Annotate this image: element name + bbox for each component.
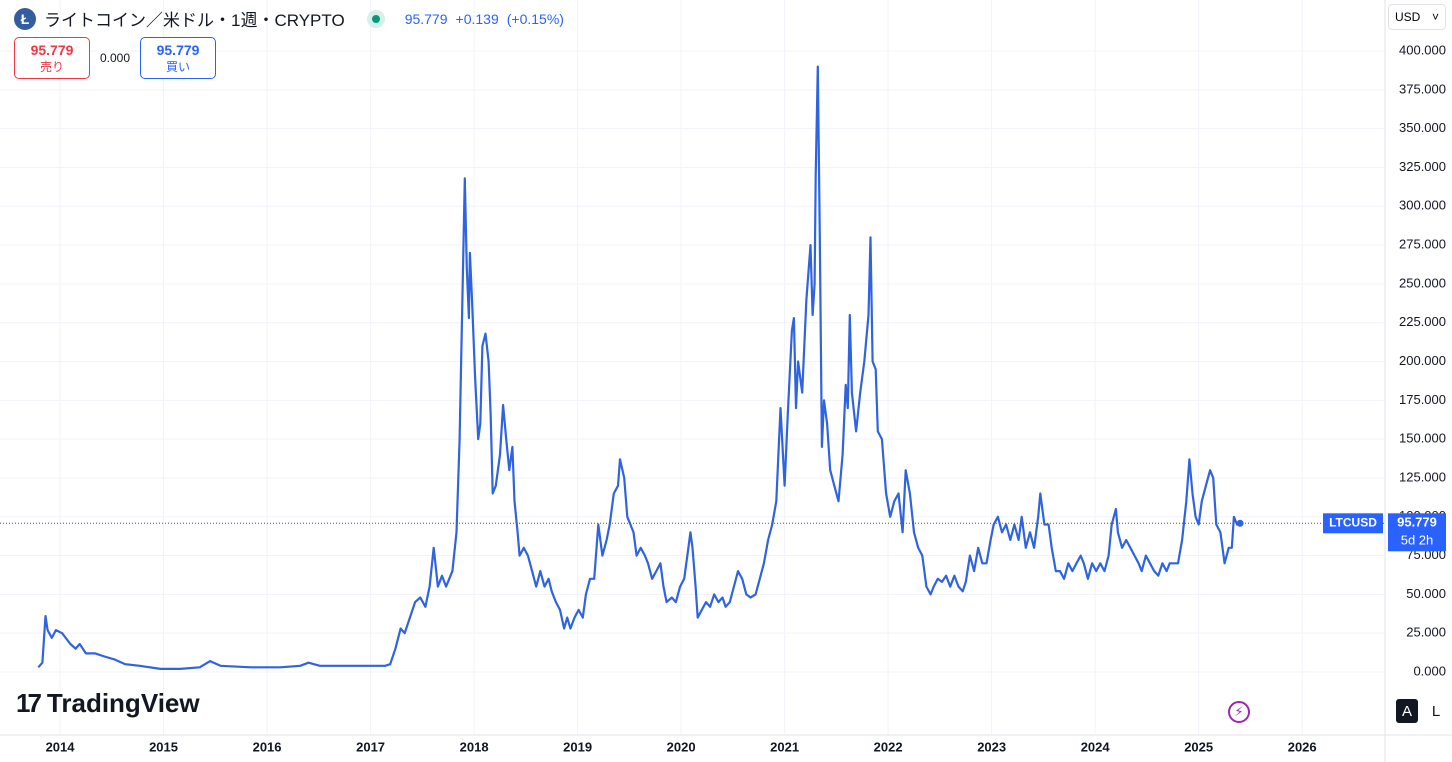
symbol-title: ライトコイン／米ドル・1週・CRYPTO [44,11,345,30]
y-tick-label: 300.000 [1399,198,1446,213]
currency: USD [1395,10,1421,24]
y-tick-label: 275.000 [1399,237,1446,252]
y-tick-label: 400.000 [1399,43,1446,58]
x-tick-label: 2019 [563,739,592,754]
x-tick-label: 2016 [253,739,282,754]
x-tick-label: 2024 [1081,739,1111,754]
price-tag [1388,513,1446,552]
spread: 0.000 [100,51,131,65]
symbol-label: LTCUSD [1329,515,1377,529]
y-tick-label: 325.000 [1399,159,1446,174]
buy-button[interactable]: 95.779 買い [140,37,217,79]
currency-select[interactable]: USD ˅ [1388,4,1446,30]
symbol-tag [1323,513,1383,534]
header-change: +0.139 [455,10,499,27]
x-tick-label: 2015 [149,739,178,754]
sell-button[interactable]: 95.779 売り [14,37,90,79]
x-tick-label: 2026 [1288,739,1317,754]
y-tick-label: 125.000 [1399,469,1446,484]
x-tick-label: 2018 [460,739,489,754]
header: Ł ライトコイン／米ドル・1週・CRYPTO 95.779 +0.139 (+0… [14,6,564,31]
x-tick-label: 2025 [1184,739,1213,754]
y-tick-label: 225.000 [1399,314,1446,329]
auto-scale[interactable]: A [1396,699,1418,723]
buy-label: 買い [166,59,191,74]
y-tick-label: 150.000 [1399,431,1446,446]
x-tick-label: 2022 [874,739,903,754]
sell-price: 95.779 [30,41,74,58]
y-tick-label: 375.000 [1399,81,1446,96]
market-status [366,9,385,28]
x-tick-label: 2014 [46,739,76,754]
y-tick-label: 350.000 [1399,120,1446,135]
y-tick-label: 175.000 [1399,392,1446,407]
trade-buttons: 95.779 売り 0.000 95.779 買い [14,37,217,79]
alert-icon[interactable]: ⚡ [1228,701,1250,723]
header-change-pct: (+0.15%) [506,10,564,27]
price-line [37,65,1241,670]
y-tick-label: 0.000 [1413,663,1446,678]
x-tick-label: 2017 [356,739,385,754]
chevron: ˅ [1431,10,1439,24]
y-tick-label: 200.000 [1399,353,1446,368]
x-tick-label: 2021 [770,739,799,754]
brand: 17 TradingView [16,688,200,719]
y-tick-label: 250.000 [1399,275,1446,290]
price-tag-label: 95.779 [1397,515,1437,530]
coin-logo: Ł [14,7,36,30]
brand-name: TradingView [46,688,200,718]
header-price: 95.779 [404,10,448,27]
countdown-label: 5d 2h [1401,533,1434,548]
y-tick-label: 50.000 [1406,586,1446,601]
log-scale[interactable]: L [1431,702,1441,720]
x-tick-label: 2020 [667,739,696,754]
x-tick-label: 2023 [977,739,1006,754]
brand-mark: 17 [16,688,42,718]
y-tick-label: 25.000 [1406,625,1446,640]
sell-label: 売り [39,59,64,74]
buy-price: 95.779 [156,41,200,58]
last-point [1236,519,1244,527]
